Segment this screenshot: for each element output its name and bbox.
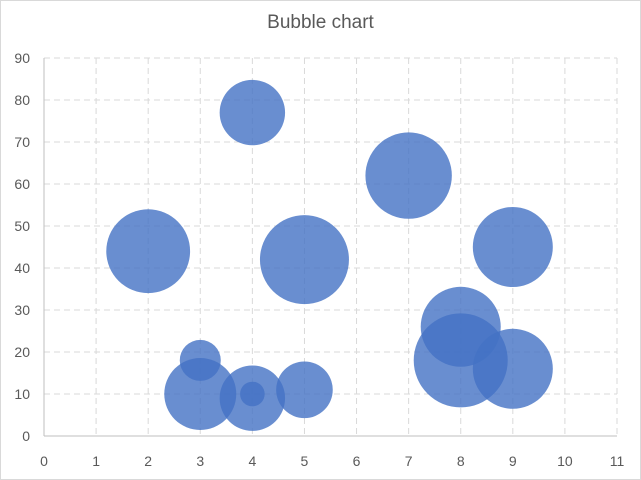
bubble-10 (240, 381, 265, 407)
chart-title: Bubble chart (267, 12, 374, 33)
x-tick-label: 9 (509, 453, 517, 469)
y-tick-label: 70 (14, 134, 30, 150)
x-tick-label: 6 (353, 453, 361, 469)
y-tick-label: 0 (22, 428, 30, 444)
bubble-13 (472, 328, 553, 409)
x-tick-label: 2 (144, 453, 152, 469)
x-tick-label: 5 (301, 453, 309, 469)
bubble-2 (365, 132, 452, 219)
x-tick-label: 7 (405, 453, 413, 469)
bubble-8 (164, 358, 237, 430)
bubble-3 (106, 209, 191, 294)
y-tick-label: 20 (14, 344, 30, 360)
x-tick-label: 1 (92, 453, 100, 469)
bubble-5 (472, 207, 553, 287)
x-tick-label: 11 (610, 453, 625, 469)
x-tick-label: 10 (557, 453, 573, 469)
bubble-11 (276, 361, 333, 419)
bubble-1 (219, 79, 286, 146)
axes (43, 58, 617, 437)
y-tick-label: 50 (14, 218, 30, 234)
bubbles (106, 79, 553, 431)
y-tick-label: 80 (14, 92, 30, 108)
x-tick-label: 8 (457, 453, 465, 469)
y-tick-label: 60 (14, 176, 30, 192)
y-tick-label: 10 (14, 386, 30, 402)
x-tick-label: 4 (248, 453, 256, 469)
x-tick-labels: 0 1 2 3 4 5 6 7 8 9 10 11 (40, 453, 624, 469)
y-tick-label: 90 (14, 50, 30, 66)
x-tick-label: 3 (196, 453, 204, 469)
y-tick-labels: 0 10 20 30 40 50 60 70 80 90 (14, 50, 30, 444)
y-tick-label: 40 (14, 260, 30, 276)
x-tick-label: 0 (40, 453, 48, 469)
bubble-4 (259, 215, 349, 305)
y-tick-label: 30 (14, 302, 30, 318)
